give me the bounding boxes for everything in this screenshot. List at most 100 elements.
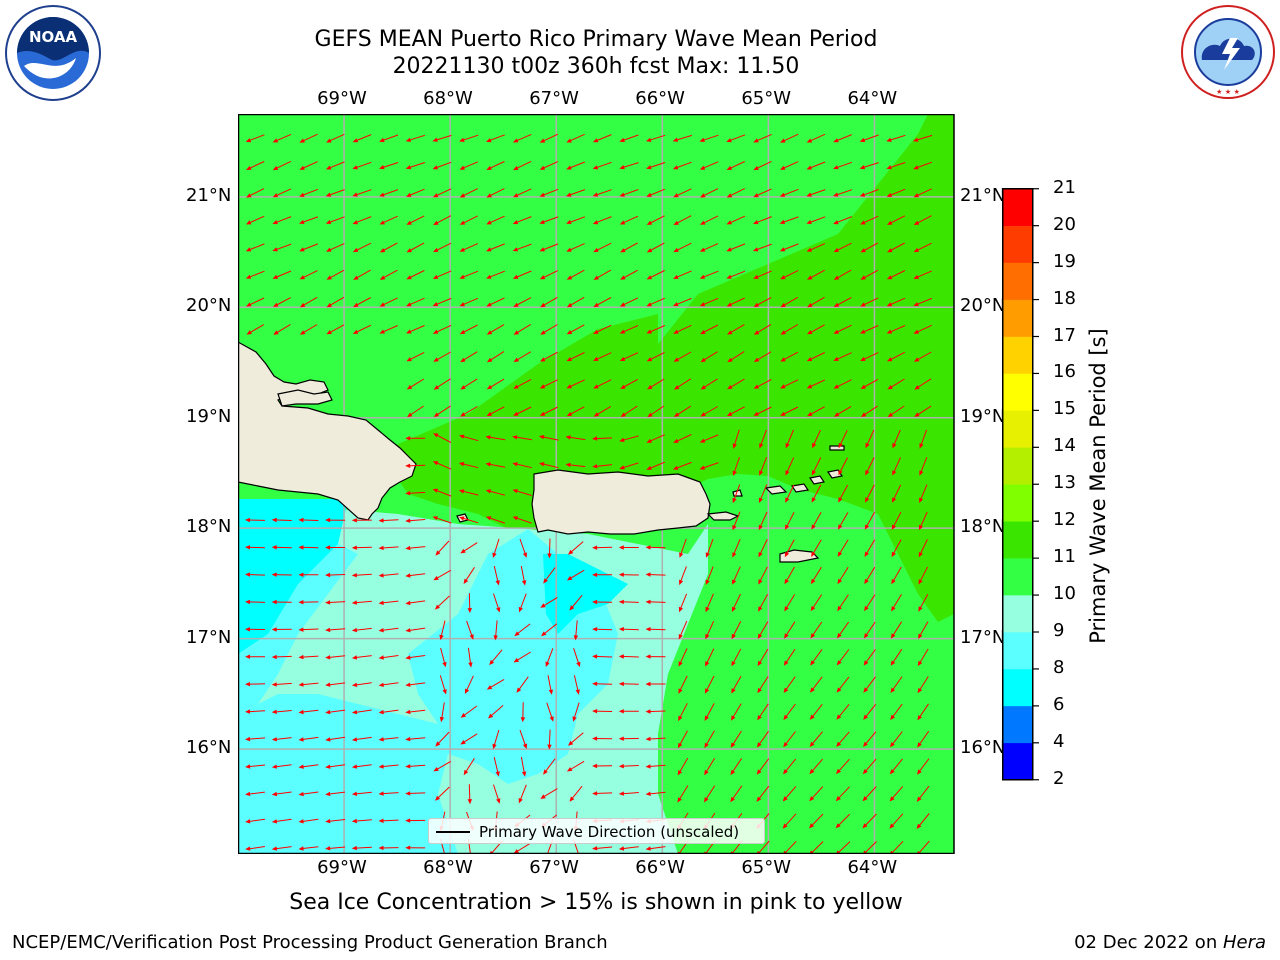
arrow-head xyxy=(325,572,331,578)
wave-direction-arrow xyxy=(701,351,718,362)
arrow-head xyxy=(619,356,626,361)
arrow-head xyxy=(245,274,252,279)
arrow-head xyxy=(891,578,896,585)
arrow-head xyxy=(539,219,545,224)
arrow-head xyxy=(352,329,359,334)
arrow-head xyxy=(756,769,762,775)
colorbar-bin xyxy=(1002,447,1033,485)
arrow-head xyxy=(807,275,813,280)
wave-direction-arrow xyxy=(917,785,930,801)
wave-direction-arrow xyxy=(648,188,665,197)
arrow-head xyxy=(458,462,465,467)
arrow-head xyxy=(378,845,384,851)
arrow-head xyxy=(833,302,840,307)
wave-direction-arrow xyxy=(567,464,586,468)
arrow-head xyxy=(459,165,465,170)
arrow-head xyxy=(731,633,736,640)
arrow-head xyxy=(298,764,304,769)
arrow-head xyxy=(757,687,762,694)
wave-direction-arrow xyxy=(487,270,505,279)
arrow-head xyxy=(433,412,439,417)
wave-direction-arrow xyxy=(461,297,479,306)
wave-direction-arrow xyxy=(647,846,666,850)
wave-direction-arrow xyxy=(247,134,265,142)
wave-direction-arrow xyxy=(520,565,526,584)
arrow-head xyxy=(726,193,733,198)
wave-direction-arrow xyxy=(864,621,876,638)
arrow-head xyxy=(487,357,493,363)
wave-direction-arrow xyxy=(461,243,479,252)
arrow-head xyxy=(833,165,839,170)
wave-direction-arrow xyxy=(781,161,799,170)
arrow-head xyxy=(646,465,652,470)
wave-direction-arrow xyxy=(493,593,500,611)
wave-direction-arrow xyxy=(301,296,318,307)
arrow-head xyxy=(918,606,923,612)
wave-direction-arrow xyxy=(273,846,292,850)
wave-direction-arrow xyxy=(647,764,666,768)
wave-direction-arrow xyxy=(274,188,292,197)
wave-direction-arrow xyxy=(678,730,688,747)
wave-direction-arrow xyxy=(327,243,345,252)
arrow-head xyxy=(592,464,598,469)
wave-direction-arrow xyxy=(811,621,823,638)
arrow-head xyxy=(726,247,732,252)
wave-direction-arrow xyxy=(594,546,613,549)
arrow-head xyxy=(512,247,519,252)
arrow-head xyxy=(753,302,759,307)
arrow-head xyxy=(780,357,786,362)
arrow-head xyxy=(406,329,412,334)
arrow-head xyxy=(272,274,278,279)
arrow-head xyxy=(518,798,523,804)
colorbar-tick-label: 17 xyxy=(1053,324,1076,346)
wave-direction-arrow xyxy=(755,297,772,307)
colorbar xyxy=(1002,188,1039,781)
colorbar-bin xyxy=(1002,705,1033,744)
wave-direction-arrow xyxy=(407,792,426,794)
arrow-head xyxy=(486,302,492,307)
arrow-head xyxy=(298,545,304,550)
arrow-head xyxy=(833,356,839,361)
wave-direction-arrow xyxy=(514,489,532,496)
arrow-head xyxy=(859,137,866,143)
wave-direction-arrow xyxy=(327,709,346,713)
colorbar-title: Primary Wave Mean Period [s] xyxy=(1086,328,1110,644)
arrow-head xyxy=(913,193,919,198)
arrow-head xyxy=(378,600,384,605)
arrow-head xyxy=(806,138,813,143)
arrow-head xyxy=(540,603,546,608)
arrow-head xyxy=(486,247,492,252)
arrow-head xyxy=(469,634,474,640)
arrow-head xyxy=(351,845,357,851)
wave-direction-arrow xyxy=(839,429,848,447)
colorbar-tick-label: 9 xyxy=(1053,620,1065,641)
arrow-head xyxy=(271,846,277,851)
arrow-head xyxy=(512,489,518,494)
arrow-head xyxy=(432,137,438,142)
arrow-head xyxy=(405,463,411,468)
arrow-head xyxy=(325,545,331,550)
wave-direction-arrow xyxy=(434,351,451,362)
wave-direction-arrow xyxy=(919,484,928,502)
wave-direction-arrow xyxy=(834,352,852,361)
arrow-head xyxy=(679,579,684,586)
arrow-head xyxy=(378,791,384,796)
wave-direction-arrow xyxy=(380,709,399,713)
arrow-head xyxy=(835,823,841,829)
colorbar-bin xyxy=(1002,336,1033,374)
arrow-head xyxy=(618,545,624,550)
colorbar-bin xyxy=(1002,595,1033,633)
arrow-head xyxy=(572,716,577,722)
arrow-head xyxy=(618,627,624,632)
wave-direction-arrow xyxy=(573,648,580,666)
wave-direction-arrow xyxy=(380,600,399,604)
arrow-head xyxy=(674,385,680,390)
arrow-head xyxy=(836,714,842,720)
arrow-head xyxy=(806,192,812,197)
arrow-head xyxy=(464,688,470,694)
arrow-head xyxy=(351,818,357,824)
arrow-head xyxy=(245,682,251,687)
arrow-head xyxy=(432,488,439,493)
arrow-head xyxy=(727,357,733,363)
arrow-head xyxy=(892,443,897,449)
